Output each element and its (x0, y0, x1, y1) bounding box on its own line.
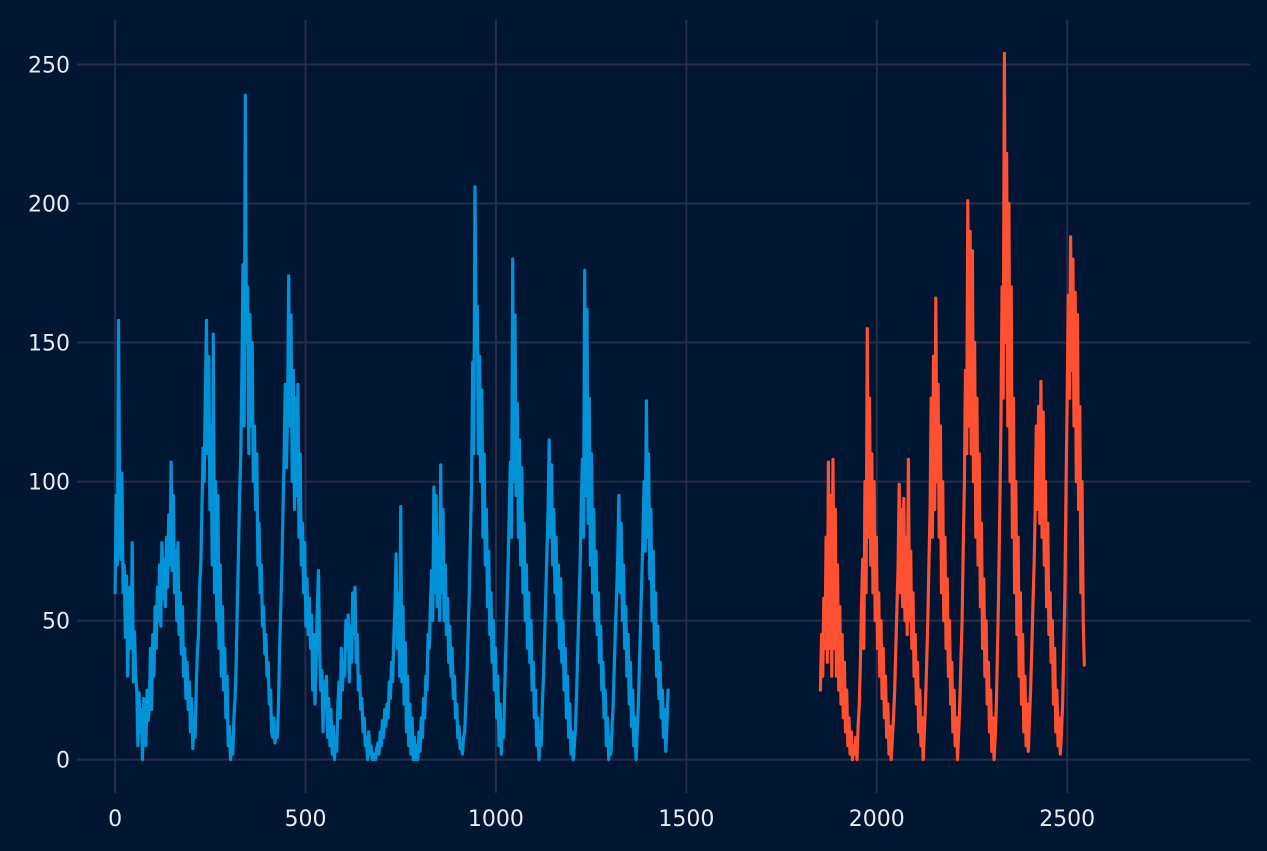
series-line-1 (818, 51, 1086, 762)
y-tick-label: 0 (56, 749, 70, 774)
y-tick-labels: 0 50 100 150 200 250 (28, 53, 70, 773)
x-tick-label: 1500 (658, 807, 714, 832)
x-tick-label: 500 (285, 807, 327, 832)
x-tick-label: 0 (108, 807, 122, 832)
horizontal-gridlines (77, 63, 1250, 761)
y-tick-label: 200 (28, 193, 70, 218)
x-tick-label: 2000 (849, 807, 905, 832)
series-line-0 (113, 93, 670, 762)
y-tick-label: 50 (42, 610, 70, 635)
y-tick-label: 250 (28, 53, 70, 78)
x-tick-label: 2500 (1039, 807, 1095, 832)
y-tick-label: 150 (28, 332, 70, 357)
x-tick-label: 1000 (468, 807, 524, 832)
x-tick-labels: 0 500 1000 1500 2000 2500 (108, 807, 1095, 832)
series-lines (113, 51, 1086, 762)
y-tick-label: 100 (28, 471, 70, 496)
